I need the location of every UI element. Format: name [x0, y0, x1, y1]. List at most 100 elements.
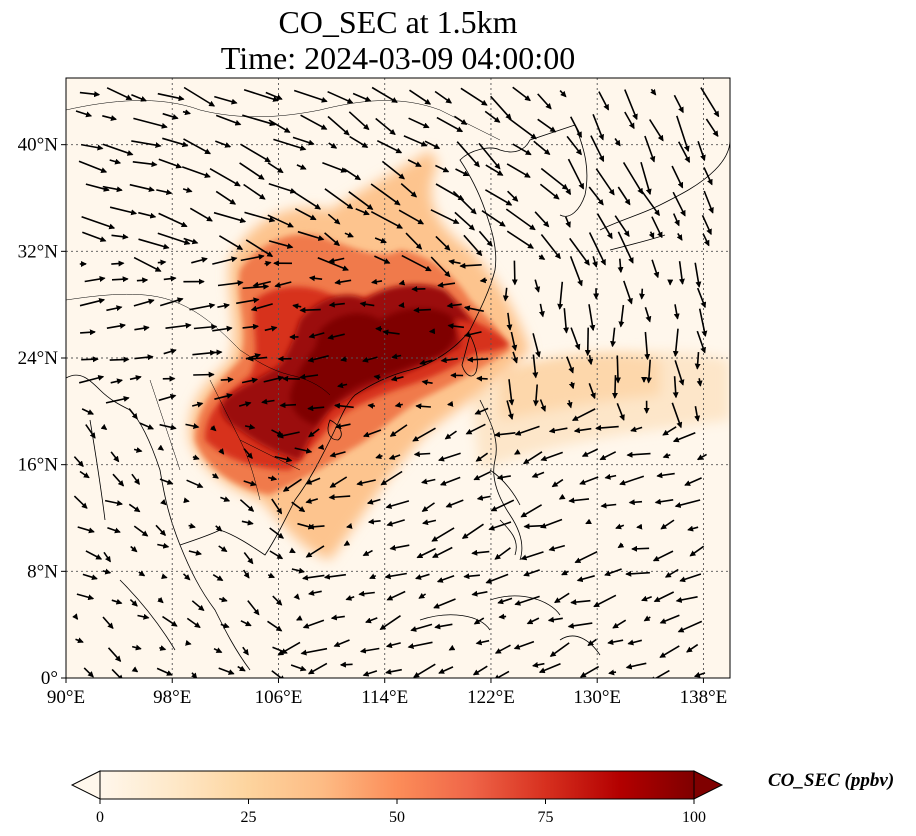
wind-arrow	[157, 232, 191, 245]
wind-arrow	[77, 526, 95, 534]
wind-arrow	[243, 448, 253, 459]
wind-arrow	[158, 158, 183, 169]
wind-arrow	[675, 596, 698, 603]
wind-arrow	[243, 183, 266, 200]
wind-arrow	[386, 590, 406, 601]
wind-arrow	[660, 519, 675, 530]
wind-arrow	[604, 473, 617, 480]
wind-arrow	[268, 475, 278, 482]
wind-arrow	[240, 253, 265, 262]
wind-arrow	[271, 498, 283, 515]
wind-arrow	[641, 190, 660, 217]
wind-arrow	[268, 240, 294, 249]
wind-arrow	[359, 647, 380, 654]
wind-arrow	[588, 304, 596, 332]
wind-arrow	[163, 348, 177, 355]
wind-arrow	[337, 382, 348, 389]
wind-arrow	[247, 355, 268, 362]
wind-arrow	[506, 230, 534, 249]
wind-arrow	[362, 356, 378, 363]
wind-arrow	[566, 135, 582, 156]
wind-arrow	[328, 494, 351, 501]
wind-arrow	[618, 304, 625, 328]
wind-arrow	[133, 117, 168, 129]
wind-arrow	[539, 183, 560, 200]
wind-arrow	[401, 254, 432, 272]
wind-arrow	[274, 281, 292, 288]
wind-arrow	[570, 599, 591, 606]
wind-arrow	[307, 405, 325, 412]
wind-arrow	[193, 323, 218, 330]
wind-arrow	[644, 306, 652, 323]
wind-arrow	[327, 90, 354, 104]
wind-arrow	[534, 279, 541, 293]
wind-arrow	[213, 211, 247, 224]
wind-arrow	[465, 423, 486, 435]
wind-arrow	[158, 212, 188, 228]
wind-arrow	[343, 168, 362, 181]
wind-arrow	[434, 90, 453, 104]
wind-arrow	[659, 645, 680, 658]
wind-arrow	[693, 671, 706, 678]
wind-arrow	[604, 568, 622, 577]
wind-arrow	[413, 451, 431, 458]
wind-arrow	[579, 476, 599, 485]
x-tick-label: 106°E	[255, 687, 303, 708]
wind-arrow	[236, 297, 260, 305]
wind-arrow	[191, 257, 208, 264]
wind-arrow	[112, 473, 125, 487]
wind-arrow	[72, 613, 79, 620]
wind-arrow	[679, 573, 702, 583]
wind-arrow	[430, 256, 451, 278]
wind-arrow	[367, 402, 375, 409]
wind-arrow	[157, 444, 165, 451]
wind-arrow	[478, 230, 493, 247]
wind-arrow	[398, 279, 406, 286]
wind-arrow	[481, 210, 506, 227]
wind-arrow	[263, 375, 285, 383]
wind-arrow	[432, 546, 453, 559]
wind-arrow	[611, 375, 618, 399]
wind-arrow	[538, 663, 561, 674]
wind-arrow	[413, 663, 436, 678]
wind-arrow	[348, 191, 374, 210]
wind-arrow	[463, 234, 483, 257]
wind-arrow	[624, 89, 638, 121]
wind-arrow	[506, 312, 513, 331]
wind-arrow	[625, 662, 647, 670]
wind-arrow	[408, 117, 430, 129]
wind-arrow	[162, 615, 178, 627]
wind-arrow	[507, 190, 519, 202]
wind-arrow	[192, 454, 200, 461]
wind-arrow	[532, 333, 541, 358]
wind-arrow	[400, 182, 418, 198]
wind-arrow	[264, 260, 272, 267]
wind-arrow	[587, 638, 597, 647]
wind-arrow	[133, 298, 155, 307]
wind-arrow	[537, 93, 552, 110]
wind-arrow	[129, 183, 155, 193]
wind-arrow	[576, 575, 595, 583]
wind-arrow	[212, 472, 219, 479]
wind-arrow	[129, 599, 138, 607]
wind-arrow	[73, 495, 88, 509]
wind-arrow	[269, 527, 285, 539]
wind-arrow	[334, 402, 354, 409]
y-tick-label: 16°N	[18, 455, 59, 476]
x-tick-label: 122°E	[467, 687, 515, 708]
wind-arrow	[624, 111, 635, 130]
wind-arrow	[80, 329, 96, 336]
wind-arrow	[132, 161, 158, 168]
wind-arrow	[439, 476, 461, 486]
wind-arrow	[514, 425, 540, 436]
wind-arrow	[292, 136, 315, 146]
wind-arrow	[267, 214, 294, 228]
wind-arrow	[512, 351, 518, 364]
colorbar-gradient	[99, 770, 695, 800]
wind-arrow	[563, 308, 570, 334]
wind-arrow	[290, 664, 307, 672]
wind-arrow	[643, 615, 651, 622]
wind-arrow	[192, 401, 204, 408]
wind-arrow	[523, 569, 540, 577]
wind-arrow	[381, 160, 405, 180]
